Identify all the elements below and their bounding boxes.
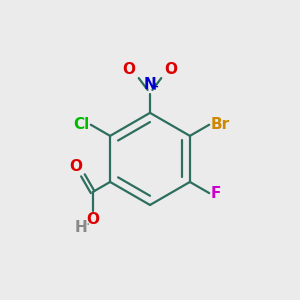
Text: H: H [74,220,87,235]
Text: Cl: Cl [73,117,89,132]
Text: O: O [69,159,82,174]
Text: -: - [168,66,173,79]
Text: ·: · [86,218,90,232]
Text: F: F [211,186,221,201]
Text: O: O [164,61,177,76]
Text: O: O [122,61,135,76]
Text: +: + [151,82,159,92]
Text: O: O [86,212,99,227]
Text: Br: Br [211,117,230,132]
Text: N: N [144,77,156,92]
